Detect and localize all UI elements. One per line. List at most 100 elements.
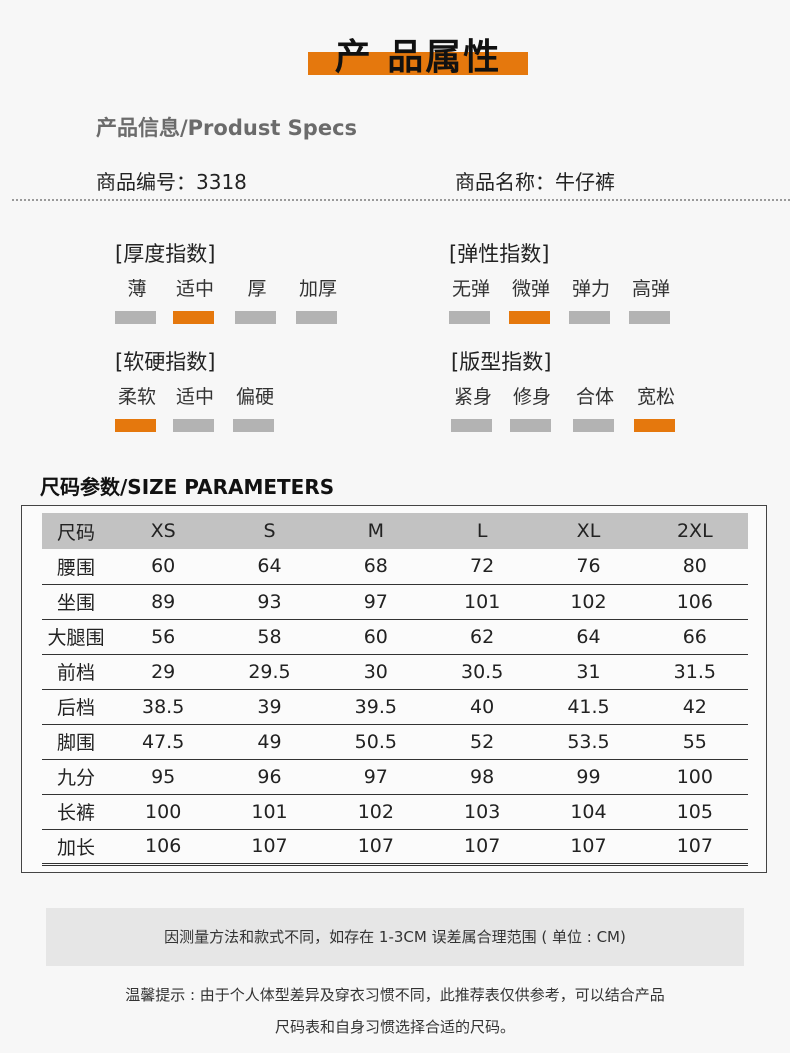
row-label: 脚围	[56, 732, 95, 754]
row-label: 加长	[56, 836, 95, 859]
cell: 96	[257, 765, 282, 788]
level-bar	[115, 311, 156, 324]
cell: 68	[363, 555, 388, 578]
cell: 97	[363, 765, 388, 788]
cell: 107	[357, 835, 394, 857]
cell: 39.5	[354, 695, 397, 718]
cell: 106	[676, 590, 713, 613]
table-row: 脚围 47.5 49 50.5 52 53.5 55	[42, 724, 748, 759]
fit-option: 紧身	[451, 382, 495, 432]
item-name-label: 商品名称：	[455, 170, 555, 194]
cell: 102	[357, 800, 394, 823]
cell: 30	[363, 660, 388, 683]
cell: 80	[682, 555, 707, 578]
size-table: 尺码 XS S M L XL 2XL 腰围 60 64 68 72 76 80 …	[42, 513, 748, 866]
thickness-option: 适中	[173, 274, 217, 324]
cell: 107	[464, 835, 501, 857]
cell: 38.5	[142, 695, 185, 718]
thickness-index-title: [厚度指数]	[115, 242, 216, 266]
fit-option: 合体	[573, 382, 617, 432]
cell: 39	[257, 695, 282, 718]
cell: 93	[257, 590, 282, 613]
softness-options: 柔软 适中 偏硬	[115, 382, 274, 442]
header-cell: 2XL	[676, 520, 713, 542]
level-bar	[569, 311, 610, 324]
page-header: 产 品属性	[0, 18, 790, 78]
thickness-option: 薄	[115, 274, 159, 324]
elasticity-option: 高弹	[629, 274, 673, 324]
cell: 53.5	[567, 730, 610, 753]
item-number-value: 3318	[196, 170, 247, 194]
table-row: 加长 106 107 107 107 107 107	[42, 829, 748, 864]
row-label: 长裤	[56, 802, 95, 824]
size-table-frame: 尺码 XS S M L XL 2XL 腰围 60 64 68 72 76 80 …	[21, 505, 767, 873]
softness-option: 适中	[173, 382, 217, 432]
cell: 60	[151, 555, 176, 578]
cell: 42	[682, 695, 707, 718]
row-label: 九分	[56, 767, 95, 789]
cell: 107	[570, 835, 607, 857]
header-cell: M	[367, 520, 385, 542]
level-bar-selected	[173, 311, 214, 324]
cell: 40	[470, 695, 495, 718]
softness-option: 偏硬	[233, 382, 277, 432]
elasticity-option: 无弹	[449, 274, 493, 324]
level-bar	[296, 311, 337, 324]
cell: 104	[570, 800, 607, 823]
measurement-note: 因测量方法和款式不同，如存在 1-3CM 误差属合理范围 ( 单位 : CM)	[46, 908, 744, 966]
cell: 29.5	[248, 660, 291, 683]
cell: 89	[151, 590, 176, 613]
level-bar-selected	[634, 419, 675, 432]
fit-option: 修身	[510, 382, 554, 432]
softness-index: [软硬指数] 柔软 适中 偏硬	[115, 346, 274, 442]
table-row: 腰围 60 64 68 72 76 80	[42, 549, 748, 584]
row-label: 坐围	[56, 592, 95, 614]
cell: 107	[251, 835, 288, 857]
cell: 60	[363, 625, 388, 648]
thickness-option: 加厚	[296, 274, 340, 324]
elasticity-index: [弹性指数] 无弹 微弹 弹力 高弹	[449, 238, 670, 334]
cell: 101	[464, 590, 501, 613]
level-bar	[573, 419, 614, 432]
cell: 31	[576, 660, 601, 683]
table-row: 坐围 89 93 97 101 102 106	[42, 584, 748, 619]
header-cell: 尺码	[56, 521, 95, 544]
cell: 62	[470, 625, 495, 648]
fit-index-title: [版型指数]	[451, 350, 552, 374]
level-bar	[629, 311, 670, 324]
dotted-divider	[12, 199, 790, 201]
level-bar	[235, 311, 276, 324]
level-bar	[173, 419, 214, 432]
cell: 58	[257, 625, 282, 648]
level-bar-selected	[509, 311, 550, 324]
cell: 66	[682, 625, 707, 648]
level-bar	[451, 419, 492, 432]
fit-index: [版型指数] 紧身 修身 合体 宽松	[451, 346, 675, 442]
elasticity-index-title: [弹性指数]	[449, 242, 550, 266]
cell: 97	[363, 590, 388, 613]
cell: 102	[570, 590, 607, 613]
item-number: 商品编号：3318	[96, 166, 247, 195]
cell: 95	[151, 765, 176, 788]
level-bar	[449, 311, 490, 324]
page-title: 产 品属性	[334, 37, 502, 78]
cell: 107	[676, 835, 713, 857]
cell: 100	[676, 765, 713, 788]
header-cell: XS	[150, 520, 176, 542]
table-row: 九分 95 96 97 98 99 100	[42, 759, 748, 794]
row-label: 后档	[56, 697, 95, 719]
item-name: 商品名称：牛仔裤	[455, 166, 615, 195]
cell: 50.5	[354, 730, 397, 753]
cell: 106	[145, 835, 182, 857]
row-label: 腰围	[56, 556, 95, 579]
row-label: 前档	[56, 662, 95, 684]
table-row: 大腿围 56 58 60 62 64 66	[42, 619, 748, 654]
fit-option: 宽松	[634, 382, 678, 432]
cell: 100	[145, 800, 182, 823]
level-bar-selected	[115, 419, 156, 432]
cell: 31.5	[673, 660, 716, 683]
header-cell: S	[263, 520, 276, 542]
cell: 41.5	[567, 695, 610, 718]
item-name-value: 牛仔裤	[555, 170, 615, 194]
cell: 49	[257, 730, 282, 753]
